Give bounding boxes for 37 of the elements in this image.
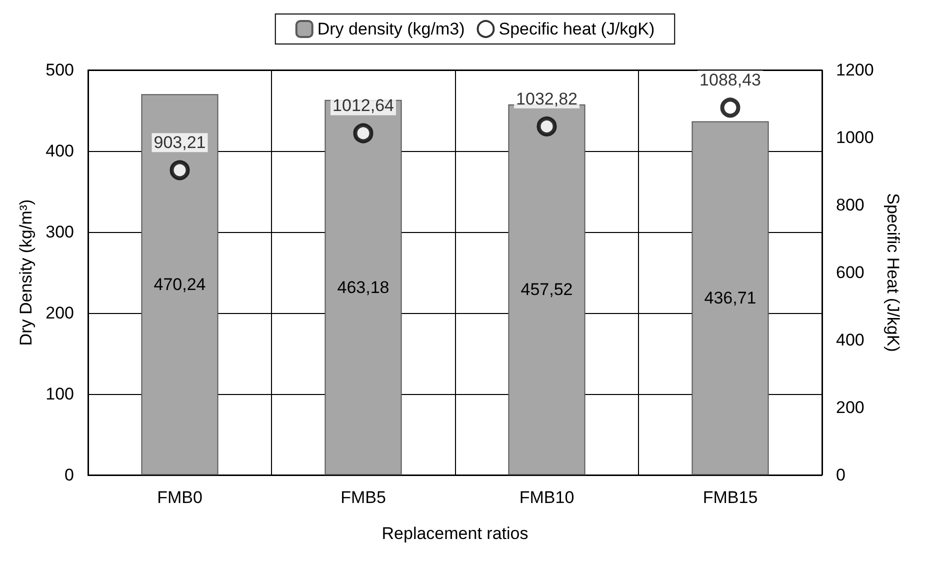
y-tick-label: 300 <box>46 222 74 242</box>
bar <box>692 121 769 475</box>
y-tick-label: 400 <box>46 142 74 160</box>
y-axis-title: Dry Density (kg/m³) <box>16 199 36 346</box>
legend-label: Dry density (kg/m3) <box>317 20 465 38</box>
data-label: 436,71 <box>704 288 756 308</box>
y2-tick-label: 1200 <box>836 60 874 80</box>
data-label: 470,24 <box>154 275 206 294</box>
data-label: 903,21 <box>154 133 206 152</box>
y2-axis-title: Specific Heat (J/kgK) <box>884 193 903 352</box>
y2-tick-label: 1000 <box>836 128 874 147</box>
data-label: 1012,64 <box>332 96 394 116</box>
y-tick-label: 500 <box>46 60 74 80</box>
bar <box>141 94 218 475</box>
bar <box>324 100 402 475</box>
point <box>353 123 374 144</box>
y-tick-label: 0 <box>64 466 74 484</box>
x-tick-label: FMB10 <box>519 488 574 507</box>
data-label: 1032,82 <box>516 89 578 108</box>
y2-tick-label: 0 <box>836 466 846 484</box>
data-label: 463,18 <box>337 278 390 297</box>
x-tick-label: FMB0 <box>157 488 202 507</box>
y2-tick-label: 800 <box>836 196 864 214</box>
x-tick-label: FMB5 <box>340 488 386 507</box>
x-axis-title: Replacement ratios <box>382 524 528 543</box>
point <box>170 160 190 180</box>
y2-tick-label: 200 <box>836 398 864 417</box>
legend-label: Specific heat (J/kgK) <box>498 20 655 38</box>
x-tick-label: FMB15 <box>702 488 758 507</box>
data-label: 1088,43 <box>700 70 761 90</box>
point <box>536 116 557 136</box>
y2-tick-label: 400 <box>836 330 864 350</box>
y-tick-label: 100 <box>46 384 74 404</box>
data-label: 457,52 <box>520 280 573 300</box>
y-tick-label: 200 <box>46 304 74 322</box>
y2-tick-label: 600 <box>836 263 864 282</box>
point <box>720 98 740 118</box>
